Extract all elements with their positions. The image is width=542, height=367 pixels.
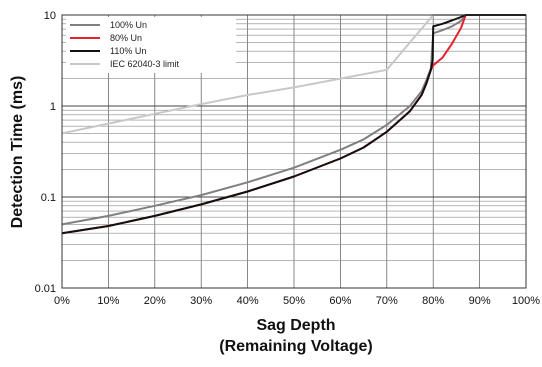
- x-tick-label: 70%: [376, 295, 398, 307]
- legend-label: 100% Un: [110, 20, 147, 30]
- x-tick-label: 100%: [512, 295, 540, 307]
- y-tick-label: 0.1: [41, 192, 56, 204]
- plot-border: [61, 14, 527, 289]
- legend: 100% Un 80% Un 110% Un IEC 62040-3 limit: [66, 17, 236, 73]
- series-line-110-un: [61, 14, 526, 235]
- y-tick-label: 0.01: [35, 283, 56, 295]
- series-line-iec-62040-3-limit: [61, 14, 526, 135]
- y-axis-title: Detection Time (ms): [9, 76, 26, 229]
- x-axis-title-line1: Sag Depth: [256, 317, 335, 334]
- x-tick-label: 0%: [54, 295, 70, 307]
- x-tick-label: 20%: [144, 295, 166, 307]
- legend-label: 110% Un: [110, 46, 146, 56]
- x-tick-label: 50%: [283, 295, 305, 307]
- x-tick-label: 60%: [329, 295, 351, 307]
- series-line-100-un: [61, 14, 526, 226]
- legend-label: 80% Un: [110, 33, 142, 43]
- x-tick-label: 30%: [190, 295, 212, 307]
- y-tick-label: 10: [44, 10, 56, 22]
- x-axis-title-line2: (Remaining Voltage): [219, 338, 373, 355]
- y-tick-label: 1: [50, 101, 56, 113]
- series-lines: [61, 14, 526, 235]
- legend-label: IEC 62040-3 limit: [110, 59, 180, 69]
- x-tick-label: 80%: [422, 295, 444, 307]
- y-tick-labels: 0.01 0.1 1 10: [35, 10, 56, 295]
- x-tick-label: 10%: [97, 295, 119, 307]
- x-tick-label: 90%: [469, 295, 491, 307]
- x-tick-label: 40%: [237, 295, 259, 307]
- x-tick-labels: 0% 10% 20% 30% 40% 50% 60% 70% 80% 90% 100%: [54, 295, 540, 307]
